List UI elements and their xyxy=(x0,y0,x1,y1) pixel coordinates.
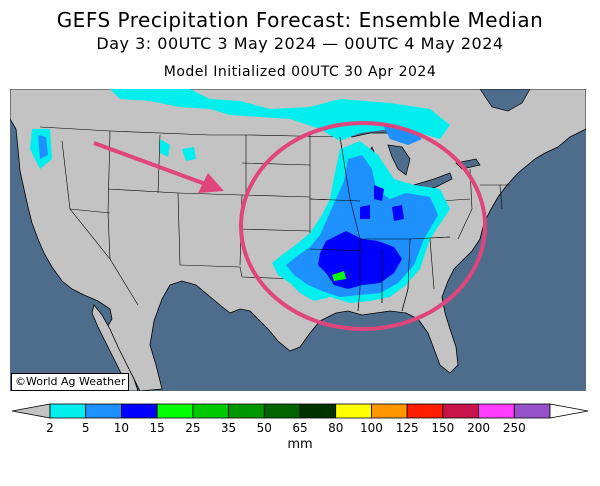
precipitation-colorbar: 2 5 10 15 25 35 50 65 80 100 125 150 200 250 xyxy=(11,403,589,435)
colorbar-tick-label: 200 xyxy=(467,421,490,435)
precipitation-shading xyxy=(30,89,450,303)
colorbar-swatch xyxy=(121,403,158,419)
colorbar-tick-label: 65 xyxy=(292,421,307,435)
colorbar-swatch xyxy=(263,403,301,419)
colorbar-swatch xyxy=(85,403,122,419)
model-init-time: Model Initialized 00UTC 30 Apr 2024 xyxy=(163,64,437,80)
colorbar-tick-label: 250 xyxy=(503,421,526,435)
northern-water xyxy=(479,89,531,112)
colorbar-overflow xyxy=(549,403,589,419)
colorbar-swatch xyxy=(228,403,265,419)
colorbar-swatch xyxy=(371,403,408,419)
map-title: GEFS Precipitation Forecast: Ensemble Me… xyxy=(56,8,544,32)
colorbar-tick-label: 5 xyxy=(82,421,90,435)
colorbar-swatch xyxy=(156,403,194,419)
highlight-ellipse xyxy=(239,121,487,331)
colorbar-tick-label: 10 xyxy=(114,421,129,435)
map-credit: ©World Ag Weather xyxy=(11,373,130,391)
land-baja xyxy=(91,304,139,391)
colorbar-swatch xyxy=(478,403,515,419)
colorbar-swatch xyxy=(442,403,479,419)
precipitation-map xyxy=(10,89,586,391)
colorbar-tick-label: 100 xyxy=(360,421,383,435)
forecast-period: Day 3: 00UTC 3 May 2024 — 00UTC 4 May 20… xyxy=(96,34,504,53)
colorbar-swatch xyxy=(406,403,444,419)
colorbar-swatch xyxy=(335,403,372,419)
colorbar-tick-label: 150 xyxy=(431,421,454,435)
colorbar-units: mm xyxy=(287,437,313,452)
annotation-arrow xyxy=(93,141,224,193)
colorbar-underflow xyxy=(11,403,51,419)
colorbar-swatch xyxy=(513,403,551,419)
colorbar-swatch xyxy=(299,403,337,419)
colorbar-tick-label: 2 xyxy=(46,421,54,435)
colorbar-tick-label: 50 xyxy=(257,421,272,435)
colorbar-swatch xyxy=(192,403,229,419)
colorbar-tick-label: 80 xyxy=(328,421,343,435)
colorbar-tick-label: 15 xyxy=(150,421,165,435)
colorbar-tick-label: 35 xyxy=(221,421,236,435)
colorbar-tick-label: 25 xyxy=(185,421,200,435)
colorbar-tick-label: 125 xyxy=(396,421,419,435)
colorbar-swatch xyxy=(49,403,87,419)
